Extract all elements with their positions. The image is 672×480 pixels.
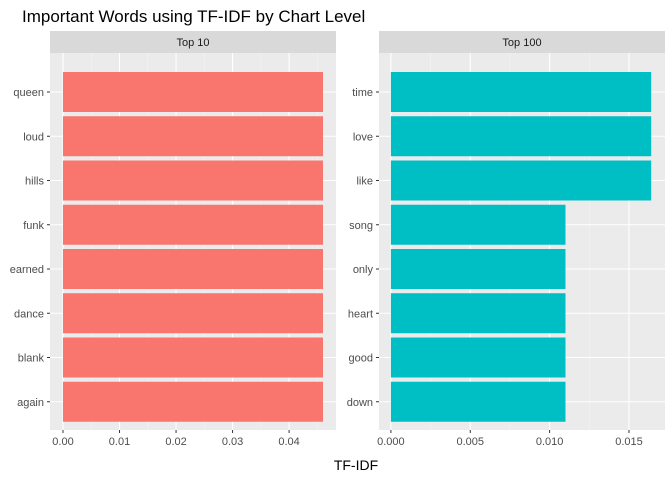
- x-tick-label: 0.015: [615, 436, 643, 448]
- x-tick-label: 0.02: [165, 436, 186, 448]
- bar-dance: [63, 293, 323, 334]
- bar-blank: [63, 337, 323, 378]
- y-tick-label: song: [349, 220, 373, 232]
- facet-strip: [379, 31, 665, 53]
- x-tick-label: 0.00: [52, 436, 73, 448]
- x-tick-label: 0.005: [456, 436, 484, 448]
- facet-strip-label: Top 10: [176, 37, 209, 49]
- bar-loud: [63, 116, 323, 157]
- y-tick-label: like: [356, 176, 373, 188]
- x-tick-label: 0.000: [377, 436, 405, 448]
- x-axis-title: TF-IDF: [334, 457, 378, 473]
- facet-panel-top-10: Top 10 0.00 0.01 0.02 0.03 0.04 queen loud hills…: [10, 31, 336, 448]
- bar-earned: [63, 249, 323, 289]
- x-tick-label: 0.010: [536, 436, 564, 448]
- x-tick-label: 0.03: [222, 436, 243, 448]
- bar-hills: [63, 160, 323, 201]
- y-tick-label: good: [349, 353, 373, 365]
- y-tick-label: love: [353, 131, 373, 143]
- bar-good: [390, 337, 566, 378]
- x-tick-label: 0.04: [278, 436, 299, 448]
- bar-again: [63, 381, 323, 422]
- y-tick-label: heart: [348, 308, 373, 320]
- y-tick-label: earned: [10, 264, 44, 276]
- bar-heart: [390, 293, 566, 334]
- y-tick-label: only: [353, 264, 374, 276]
- bar-funk: [63, 204, 323, 245]
- bar-love: [390, 116, 652, 157]
- x-tick-label: 0.01: [109, 436, 130, 448]
- y-tick-label: time: [352, 87, 373, 99]
- y-tick-label: loud: [23, 131, 44, 143]
- y-tick-label: funk: [23, 220, 44, 232]
- facet-strip: [50, 31, 336, 53]
- y-tick-label: dance: [14, 308, 44, 320]
- bar-down: [390, 381, 566, 422]
- facet-strip-label: Top 100: [502, 37, 541, 49]
- chart-title: Important Words using TF-IDF by Chart Le…: [22, 7, 365, 26]
- bar-only: [390, 249, 566, 289]
- bar-song: [390, 204, 566, 245]
- facet-panel-top-100: Top 100 0.000 0.005 0.010 0.015 time love like s…: [347, 31, 665, 448]
- y-tick-label: hills: [25, 176, 44, 188]
- bar-like: [390, 160, 652, 201]
- bar-time: [390, 72, 652, 112]
- y-tick-label: again: [17, 397, 44, 409]
- y-tick-label: queen: [13, 87, 44, 99]
- bar-queen: [63, 72, 323, 112]
- y-tick-label: blank: [18, 353, 45, 365]
- y-tick-label: down: [347, 397, 373, 409]
